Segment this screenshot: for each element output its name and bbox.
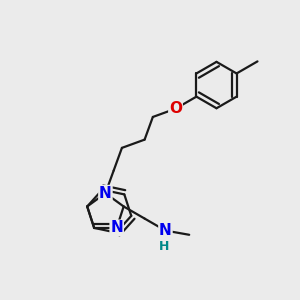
Text: O: O [169,101,182,116]
Text: H: H [159,241,169,254]
Text: N: N [110,220,123,236]
Text: N: N [99,186,112,201]
Text: N: N [159,223,172,238]
